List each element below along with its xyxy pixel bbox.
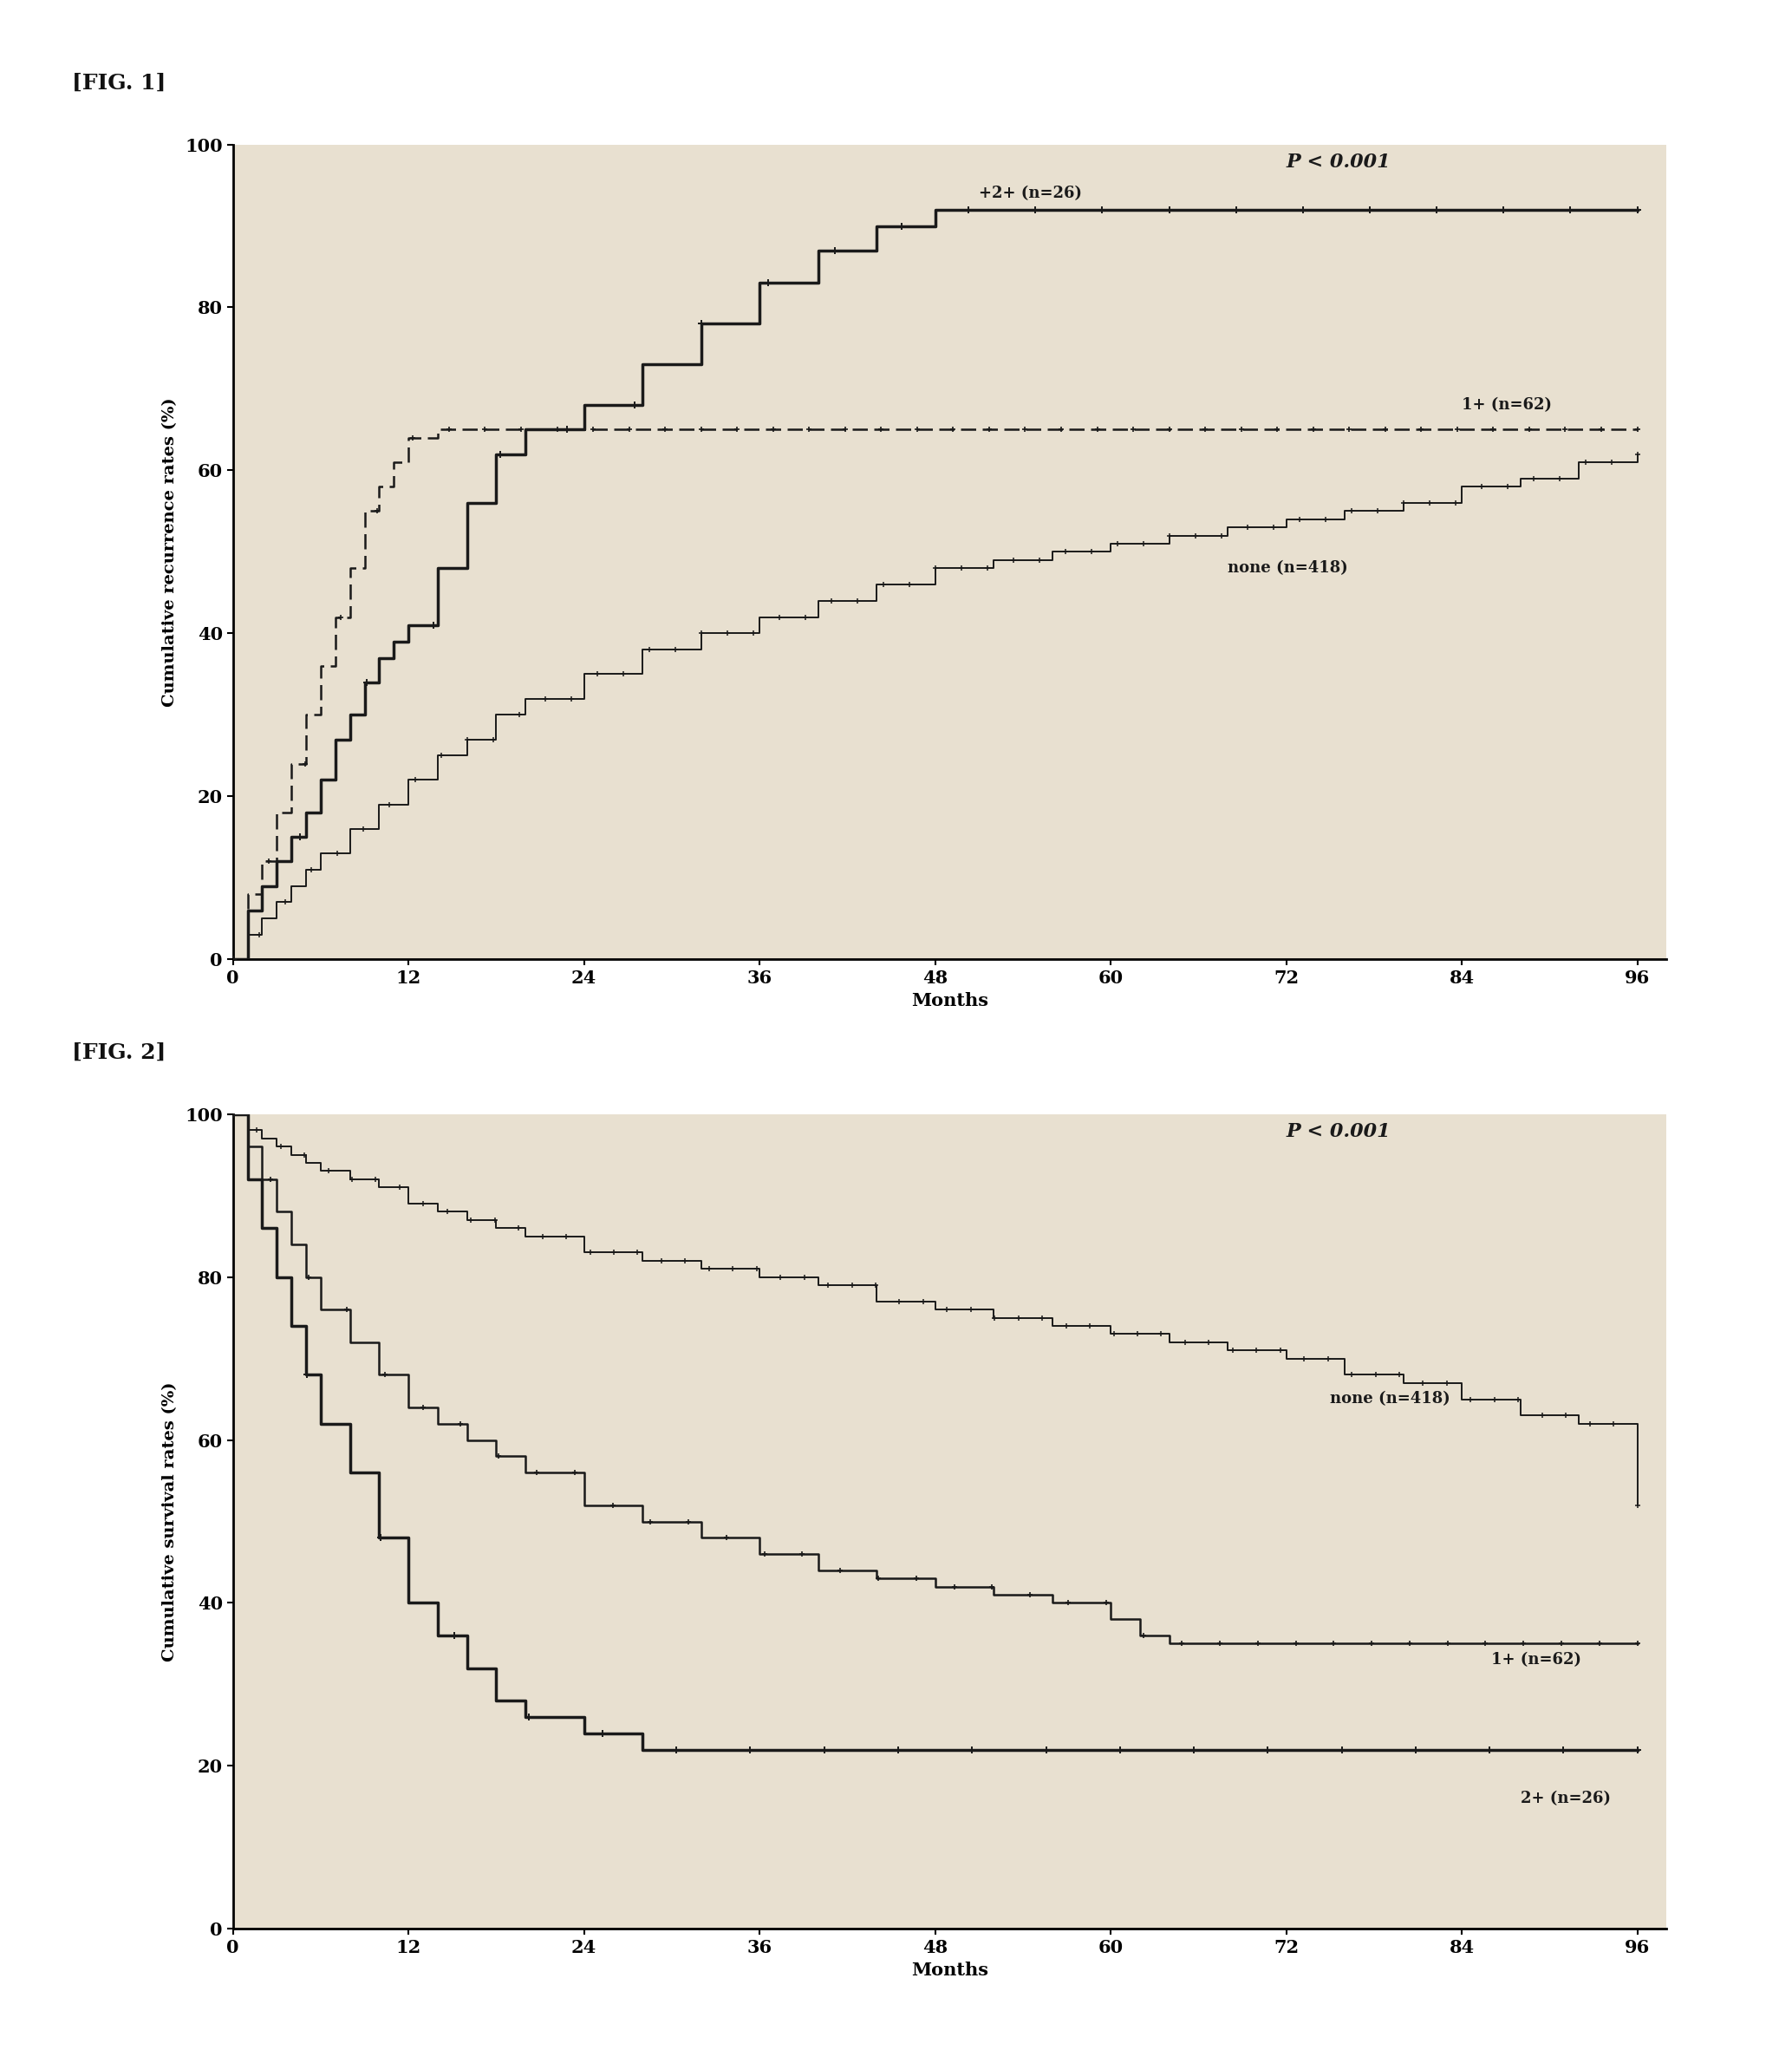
- Text: P < 0.001: P < 0.001: [1287, 1122, 1391, 1141]
- Text: +2+ (n=26): +2+ (n=26): [978, 186, 1082, 200]
- Text: 1+ (n=62): 1+ (n=62): [1462, 398, 1552, 413]
- Text: 1+ (n=62): 1+ (n=62): [1491, 1652, 1581, 1667]
- Text: none (n=418): none (n=418): [1330, 1390, 1450, 1407]
- Text: [FIG. 1]: [FIG. 1]: [72, 72, 165, 93]
- Text: none (n=418): none (n=418): [1228, 561, 1348, 576]
- X-axis label: Months: Months: [910, 1962, 989, 1978]
- Y-axis label: Cumulative recurrence rates (%): Cumulative recurrence rates (%): [161, 398, 177, 706]
- Text: [FIG. 2]: [FIG. 2]: [72, 1042, 165, 1062]
- Y-axis label: Cumulative survival rates (%): Cumulative survival rates (%): [161, 1382, 177, 1661]
- X-axis label: Months: Months: [910, 992, 989, 1009]
- Text: 2+ (n=26): 2+ (n=26): [1520, 1791, 1611, 1807]
- Text: P < 0.001: P < 0.001: [1287, 153, 1391, 171]
